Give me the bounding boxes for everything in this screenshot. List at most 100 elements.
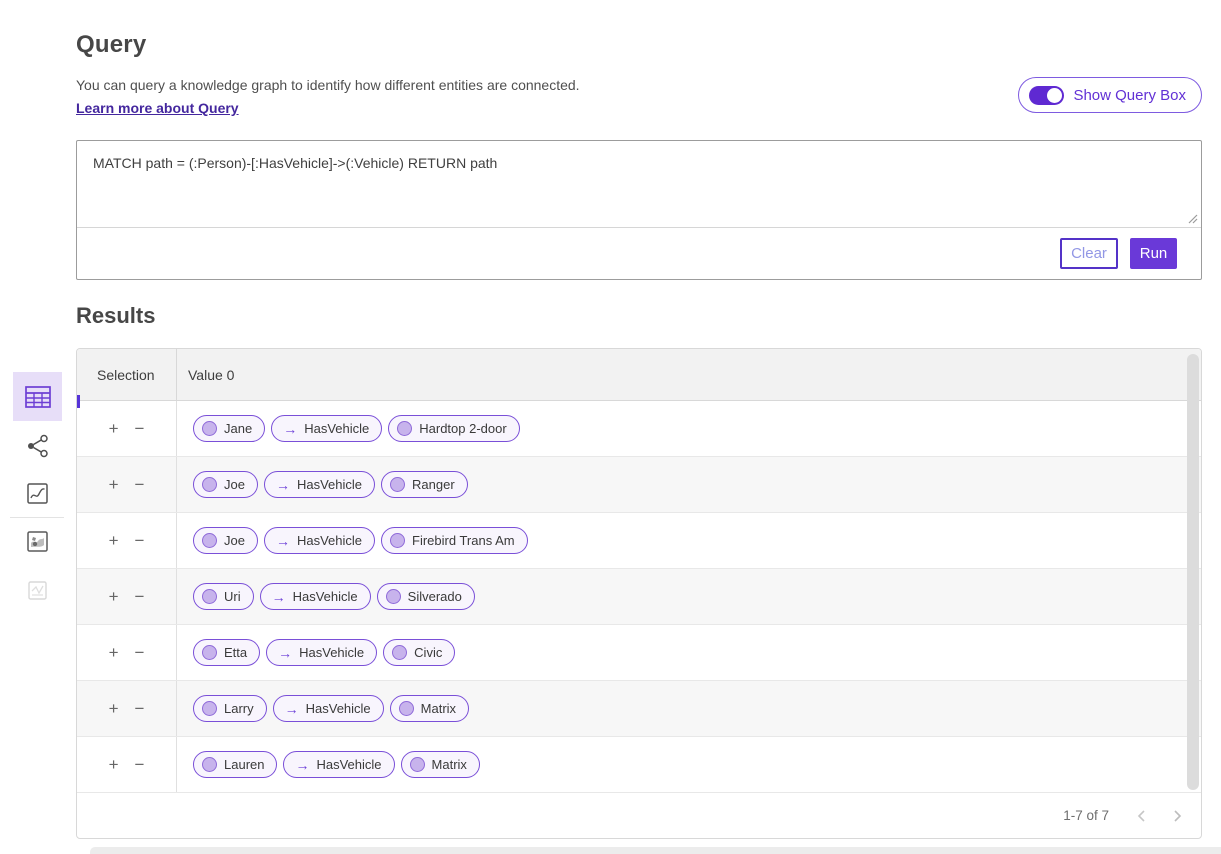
pagination-prev-button[interactable]	[1136, 809, 1146, 823]
add-row-button[interactable]: +	[108, 475, 119, 494]
result-row: + − Jane → HasVehicle Hardtop 2-door	[77, 401, 1201, 457]
vertical-scrollbar-thumb[interactable]	[1187, 354, 1199, 790]
target-node-pill: Matrix	[400, 751, 480, 778]
value-cell: Uri → HasVehicle Silverado	[177, 569, 1201, 624]
show-query-box-toggle[interactable]: Show Query Box	[1018, 77, 1202, 113]
add-row-button[interactable]: +	[108, 531, 119, 550]
edge-arrow-icon: →	[275, 476, 290, 493]
selection-cell: + −	[77, 737, 177, 792]
remove-row-button[interactable]: −	[134, 475, 145, 494]
edge-label: HasVehicle	[296, 533, 363, 548]
target-node-pill: Matrix	[389, 695, 470, 722]
target-node-label: Silverado	[407, 589, 462, 604]
source-node-label: Jane	[224, 421, 253, 436]
add-row-button[interactable]: +	[108, 699, 119, 718]
value-cell: Etta → HasVehicle Civic	[177, 625, 1201, 680]
remove-row-button[interactable]: −	[134, 419, 145, 438]
value-cell: Joe → HasVehicle Firebird Trans Am	[177, 513, 1201, 568]
remove-row-button[interactable]: −	[134, 531, 145, 550]
edge-label: HasVehicle	[292, 589, 358, 604]
result-row: + − Uri → HasVehicle Silverado	[77, 569, 1201, 625]
edge-label: HasVehicle	[296, 477, 363, 492]
table-icon	[24, 385, 51, 408]
query-input[interactable]: MATCH path = (:Person)-[:HasVehicle]->(:…	[77, 141, 1201, 227]
widget-icon	[28, 580, 47, 600]
remove-row-button[interactable]: −	[134, 699, 145, 718]
query-editor-box: MATCH path = (:Person)-[:HasVehicle]->(:…	[76, 140, 1202, 280]
source-node-pill: Joe	[193, 527, 258, 554]
source-node-label: Joe	[224, 477, 245, 492]
edge-label: HasVehicle	[316, 757, 382, 772]
tab-map-view[interactable]	[13, 527, 62, 555]
edge-pill: → HasVehicle	[272, 695, 384, 722]
target-node-label: Matrix	[420, 701, 457, 716]
node-circle-icon	[202, 477, 217, 492]
sidebar-divider	[10, 517, 64, 518]
source-node-label: Joe	[224, 533, 245, 548]
selection-cell: + −	[77, 401, 177, 456]
source-node-pill: Joe	[193, 471, 258, 498]
add-row-button[interactable]: +	[108, 755, 119, 774]
node-circle-icon	[390, 477, 406, 492]
line-chart-icon	[27, 482, 48, 504]
node-circle-icon	[202, 421, 217, 436]
source-node-label: Lauren	[224, 757, 265, 772]
results-title: Results	[76, 303, 156, 328]
results-table: Selection Value 0 + − Jane → HasVehicle …	[76, 348, 1202, 839]
target-node-pill: Firebird Trans Am	[381, 527, 528, 554]
resize-handle-icon[interactable]	[1186, 212, 1198, 224]
remove-row-button[interactable]: −	[134, 643, 145, 662]
edge-pill: → HasVehicle	[263, 471, 376, 498]
edge-pill: → HasVehicle	[271, 415, 383, 442]
column-header-selection: Selection	[77, 349, 177, 400]
result-row: + − Etta → HasVehicle Civic	[77, 625, 1201, 681]
pagination-next-button[interactable]	[1173, 809, 1183, 823]
edge-pill: → HasVehicle	[263, 527, 376, 554]
edge-label: HasVehicle	[305, 701, 371, 716]
target-node-label: Civic	[414, 645, 443, 660]
add-row-button[interactable]: +	[108, 643, 119, 662]
run-button[interactable]: Run	[1130, 238, 1177, 269]
node-circle-icon	[398, 701, 414, 716]
tab-graph-view[interactable]	[13, 432, 62, 460]
node-circle-icon	[202, 757, 217, 772]
remove-row-button[interactable]: −	[134, 587, 145, 606]
edge-arrow-icon: →	[275, 532, 290, 549]
remove-row-button[interactable]: −	[134, 755, 145, 774]
value-cell: Larry → HasVehicle Matrix	[177, 681, 1201, 736]
target-node-pill: Hardtop 2-door	[388, 415, 520, 442]
page-description: You can query a knowledge graph to ident…	[76, 77, 580, 93]
result-row: + − Joe → HasVehicle Ranger	[77, 457, 1201, 513]
target-node-label: Hardtop 2-door	[419, 421, 507, 436]
tab-table-view[interactable]	[13, 372, 62, 421]
tab-extra-view-disabled	[13, 576, 62, 604]
page-title: Query	[76, 31, 147, 58]
node-circle-icon	[202, 701, 217, 716]
node-circle-icon	[202, 645, 217, 660]
node-circle-icon	[202, 533, 217, 548]
edge-arrow-icon: →	[284, 700, 299, 717]
selection-cell: + −	[77, 569, 177, 624]
add-row-button[interactable]: +	[108, 419, 119, 438]
value-cell: Lauren → HasVehicle Matrix	[177, 737, 1201, 792]
result-row: + − Larry → HasVehicle Matrix	[77, 681, 1201, 737]
bottom-scroll-strip[interactable]	[90, 847, 1221, 854]
source-node-pill: Larry	[193, 695, 267, 722]
node-circle-icon	[202, 589, 217, 604]
target-node-pill: Civic	[383, 639, 456, 666]
add-row-button[interactable]: +	[108, 587, 119, 606]
value-cell: Jane → HasVehicle Hardtop 2-door	[177, 401, 1201, 456]
edge-pill: → HasVehicle	[259, 583, 371, 610]
clear-button[interactable]: Clear	[1060, 238, 1118, 269]
learn-more-link[interactable]: Learn more about Query	[76, 100, 239, 116]
table-header-row: Selection Value 0	[77, 349, 1201, 401]
target-node-label: Firebird Trans Am	[412, 533, 515, 548]
graph-icon	[27, 434, 48, 458]
map-icon	[27, 530, 48, 552]
selection-cell: + −	[77, 457, 177, 512]
toggle-switch-icon	[1029, 85, 1065, 105]
chevron-right-icon	[1174, 809, 1182, 822]
tab-chart-view[interactable]	[13, 479, 62, 507]
selection-cell: + −	[77, 625, 177, 680]
value-cell: Joe → HasVehicle Ranger	[177, 457, 1201, 512]
